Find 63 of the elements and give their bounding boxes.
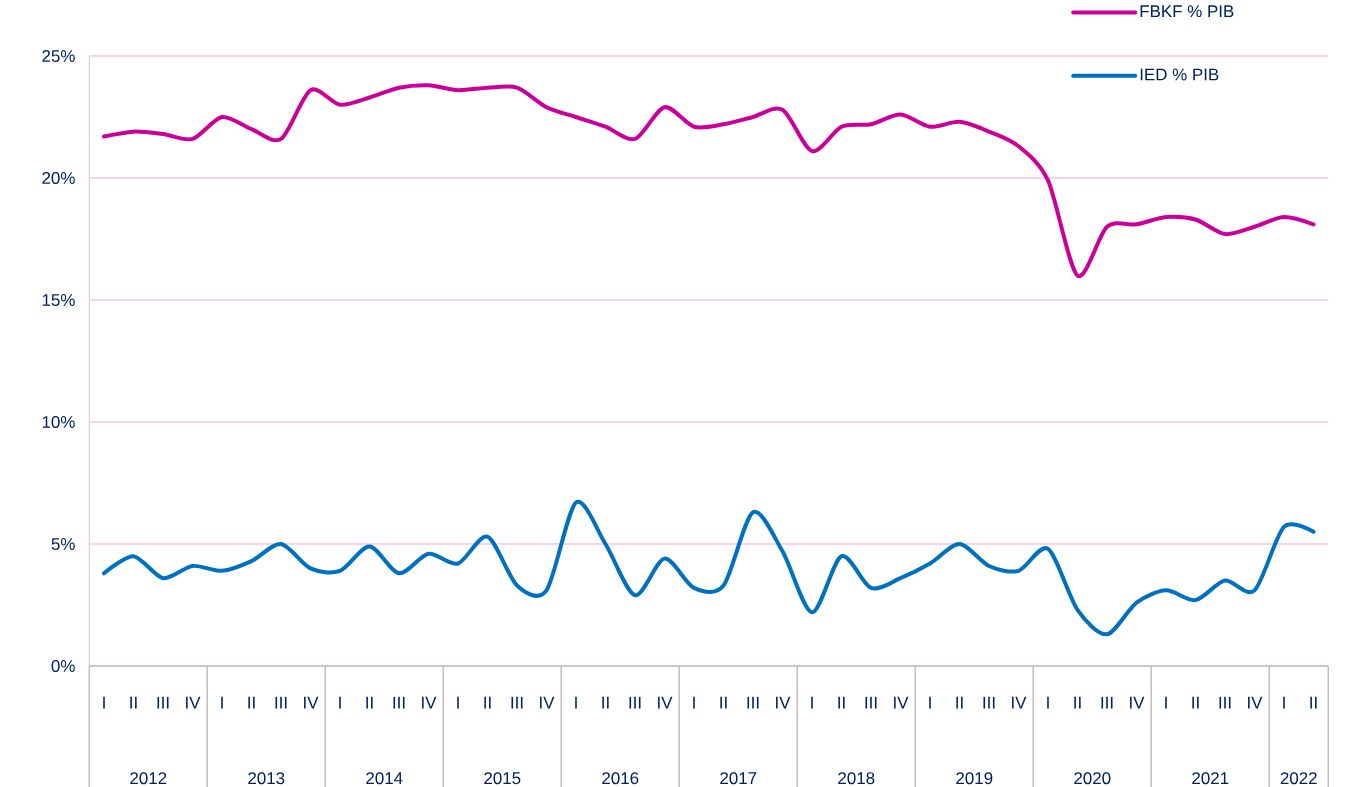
x-tick-label: I	[339, 696, 341, 709]
x-tick-label: I	[1047, 696, 1049, 709]
legend-label: FBKF % PIB	[1140, 5, 1234, 18]
text: 2016	[602, 772, 639, 785]
x-tick-label: I	[457, 696, 459, 709]
text: 2012	[130, 772, 167, 785]
x-tick-label: IV	[658, 696, 673, 709]
x-tick-label: IV	[186, 696, 201, 709]
x-tick-label: IV	[1130, 696, 1145, 709]
text: 2013	[248, 772, 285, 785]
x-tick-label: II	[248, 696, 255, 709]
x-tick-label: II	[720, 696, 727, 709]
text: 2015	[484, 772, 521, 785]
x-tick-label: IV	[422, 696, 437, 709]
x-tick-label: I	[811, 696, 813, 709]
text: 2014	[366, 772, 403, 785]
x-tick-label: IV	[540, 696, 555, 709]
x-tick-label: III	[157, 696, 169, 709]
x-tick-label: I	[575, 696, 577, 709]
y-tick-label: 10%	[42, 416, 75, 428]
text: 2021	[1192, 772, 1229, 785]
x-tick-label: II	[1074, 696, 1081, 709]
x-tick-label: I	[103, 696, 105, 709]
x-tick-label: II	[130, 696, 137, 709]
x-tick-label: I	[1283, 696, 1285, 709]
x-tick-label: II	[602, 696, 609, 709]
x-tick-label: II	[838, 696, 845, 709]
x-tick-label: I	[929, 696, 931, 709]
legend-label: IED % PIB	[1140, 68, 1219, 81]
x-tick-label: IV	[1012, 696, 1027, 709]
text: 2018	[838, 772, 875, 785]
x-tick-label: III	[511, 696, 523, 709]
y-tick-label: 15%	[42, 294, 75, 306]
x-tick-label: III	[747, 696, 759, 709]
y-tick-label: 20%	[42, 171, 75, 184]
x-tick-label: IV	[894, 696, 909, 709]
x-tick-label: IV	[1248, 696, 1263, 709]
x-tick-label: I	[693, 696, 695, 709]
x-tick-label: III	[865, 696, 877, 709]
x-tick-label: III	[983, 696, 995, 709]
x-tick-label: III	[1219, 696, 1231, 709]
x-tick-label: III	[393, 696, 405, 709]
x-tick-label: II	[956, 696, 963, 709]
x-tick-label: I	[221, 696, 223, 709]
x-tick-label: II	[1310, 696, 1317, 709]
y-tick-label: 25%	[42, 49, 75, 62]
x-tick-label: IV	[304, 696, 319, 709]
y-tick-label: 0%	[51, 660, 75, 672]
x-tick-label: II	[1192, 696, 1199, 709]
x-tick-label: IV	[776, 696, 791, 709]
x-tick-label: III	[275, 696, 287, 709]
y-tick-label: 5%	[51, 538, 75, 550]
line-series	[102, 83, 1316, 278]
x-tick-label: II	[366, 696, 373, 709]
line-series	[102, 500, 1316, 637]
x-tick-label: III	[629, 696, 641, 709]
text: 2019	[956, 772, 993, 785]
x-tick-label: III	[1101, 696, 1113, 709]
x-tick-label: II	[484, 696, 491, 709]
x-tick-label: I	[1165, 696, 1167, 709]
text: 2017	[720, 772, 757, 785]
text: 2022	[1280, 772, 1317, 785]
text: 2020	[1074, 772, 1111, 785]
